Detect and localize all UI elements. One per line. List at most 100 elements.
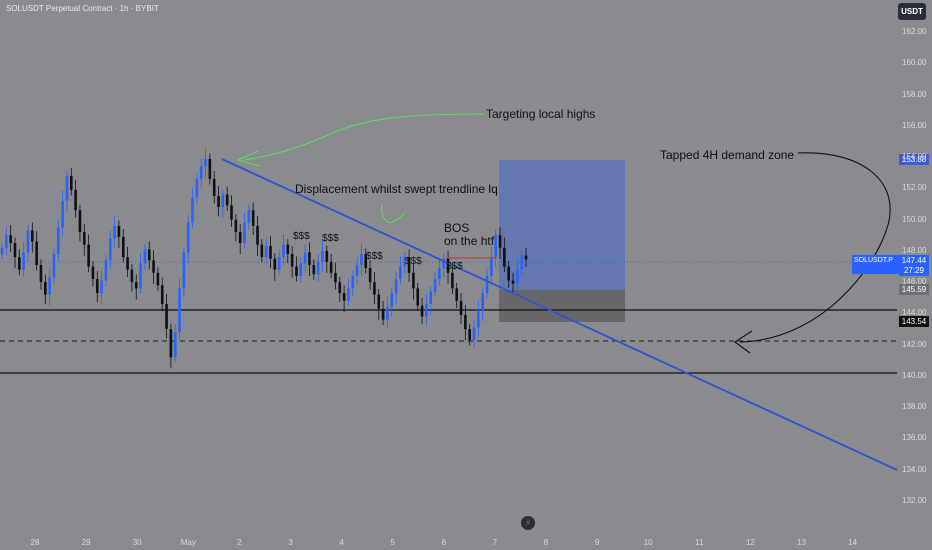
candle-body[interactable] [386,307,389,320]
candle-body[interactable] [256,225,259,245]
candle-body[interactable] [524,255,528,260]
candle-body[interactable] [139,263,142,289]
candle-body[interactable] [286,244,290,254]
candle-body[interactable] [511,280,515,284]
candle-body[interactable] [165,304,168,330]
candle-body[interactable] [169,329,173,358]
candle-body[interactable] [338,282,342,294]
candle-body[interactable] [182,252,186,289]
candle-body[interactable] [217,196,220,208]
candle-body[interactable] [251,210,255,226]
candle-body[interactable] [433,279,437,292]
candle-body[interactable] [494,235,497,258]
flash-icon[interactable]: ⚡ [521,516,535,530]
candle-body[interactable] [199,166,203,179]
candle-body[interactable] [152,260,155,273]
candle-body[interactable] [74,189,77,211]
candle-body[interactable] [108,238,112,261]
candle-body[interactable] [173,332,177,358]
candle-body[interactable] [403,257,407,267]
candle-body[interactable] [230,205,233,220]
candle-body[interactable] [52,253,56,278]
candle-body[interactable] [516,269,519,284]
candle-body[interactable] [208,158,212,179]
candle-body[interactable] [195,178,199,198]
candle-body[interactable] [18,257,21,270]
candle-body[interactable] [238,232,242,244]
candle-body[interactable] [264,246,268,258]
candle-body[interactable] [325,250,329,262]
candle-body[interactable] [69,175,73,190]
candle-body[interactable] [234,219,238,233]
candle-body[interactable] [407,257,411,273]
candle-body[interactable] [442,258,446,269]
candle-body[interactable] [5,235,8,248]
candle-body[interactable] [451,272,454,289]
candle-body[interactable] [490,257,493,276]
candle-body[interactable] [260,244,264,258]
candle-body[interactable] [299,263,303,276]
descending-trendline[interactable] [221,158,898,471]
candle-body[interactable] [520,255,523,270]
candle-body[interactable] [282,244,285,258]
candle-body[interactable] [65,175,69,201]
candle-body[interactable] [243,222,246,244]
candle-body[interactable] [143,249,147,264]
candle-body[interactable] [355,264,359,276]
candle-body[interactable] [420,305,424,317]
candle-body[interactable] [78,210,82,233]
candle-body[interactable] [394,279,398,294]
candle-body[interactable] [316,261,320,275]
candle-body[interactable] [95,279,99,294]
candle-body[interactable] [204,158,207,167]
candle-body[interactable] [295,266,298,276]
candle-body[interactable] [82,232,86,245]
candle-body[interactable] [334,272,337,283]
candle-body[interactable] [9,235,12,244]
candle-body[interactable] [429,291,433,305]
candle-body[interactable] [399,266,402,280]
candle-body[interactable] [117,225,121,237]
candle-body[interactable] [113,225,116,239]
candle-body[interactable] [44,282,47,295]
candle-body[interactable] [13,243,17,258]
candle-body[interactable] [468,329,472,340]
candle-body[interactable] [438,268,441,280]
candle-body[interactable] [91,266,95,280]
candle-body[interactable] [373,282,376,295]
candle-body[interactable] [147,249,151,261]
candle-body[interactable] [126,257,129,270]
candle-body[interactable] [459,300,463,315]
candle-body[interactable] [156,272,160,286]
candle-body[interactable] [191,197,194,223]
candle-body[interactable] [477,310,480,328]
symbol-title[interactable]: SOLUSDT Perpetual Contract · 1h · BYBIT [6,4,159,13]
candle-body[interactable] [26,230,30,253]
candle-body[interactable] [290,253,294,267]
candle-body[interactable] [273,258,277,270]
candle-body[interactable] [22,252,25,270]
candle-body[interactable] [446,258,450,273]
candle-body[interactable] [342,293,346,301]
candle-body[interactable] [425,304,428,317]
candle-body[interactable] [247,210,251,223]
candle-body[interactable] [48,277,51,295]
candle-body[interactable] [381,308,385,320]
candle-body[interactable] [277,257,281,270]
candle-body[interactable] [225,194,229,206]
candle-body[interactable] [130,269,134,283]
candle-body[interactable] [455,288,459,301]
candle-body[interactable] [481,293,484,311]
symbol-price-tag[interactable]: SOLUSDT.P [852,255,899,274]
candle-body[interactable] [221,194,225,208]
candle-body[interactable] [347,288,350,301]
candle-body[interactable] [39,264,43,283]
candle-body[interactable] [503,247,506,267]
candle-body[interactable] [134,282,138,289]
candle-body[interactable] [485,275,489,294]
candle-body[interactable] [390,293,394,308]
currency-button[interactable]: USDT [898,3,926,20]
candle-body[interactable] [308,252,311,265]
candle-body[interactable] [472,327,476,340]
candle-body[interactable] [178,288,181,333]
